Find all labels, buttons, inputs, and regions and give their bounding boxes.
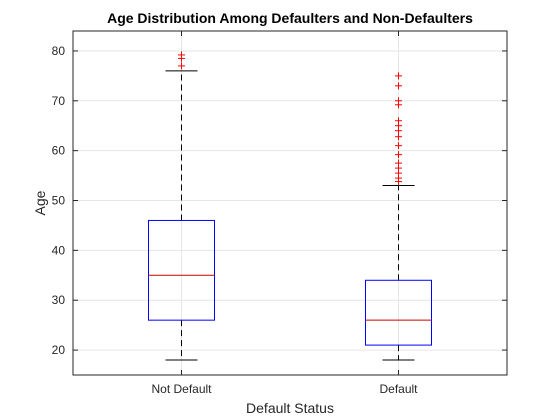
y-tick-label: 70: [52, 94, 66, 108]
y-tick-label: 30: [52, 293, 66, 307]
x-axis-label: Default Status: [246, 400, 334, 416]
iqr-box: [365, 279, 432, 346]
x-tick-label: Not Default: [151, 382, 212, 396]
outlier-marker: [395, 159, 402, 167]
plot-area: [73, 31, 507, 375]
axes-frame: [72, 30, 508, 376]
outlier-marker: [395, 151, 402, 159]
outlier-marker: [395, 142, 402, 150]
box-group-not-default: [148, 51, 215, 361]
outlier-marker: [395, 82, 402, 90]
iqr-box: [148, 219, 215, 321]
x-tick-label: Default: [379, 382, 418, 396]
outlier-marker: [178, 51, 185, 59]
outlier-marker: [178, 62, 185, 70]
y-axis-label: Age: [32, 190, 48, 215]
outlier-marker: [395, 97, 402, 105]
y-tick-label: 60: [52, 144, 66, 158]
y-tick-label: 40: [52, 243, 66, 257]
boxes-layer: [148, 51, 432, 361]
ticks-layer: 20 30 40 50 60 70 80 Not Default Default: [52, 31, 507, 396]
outlier-marker: [395, 72, 402, 80]
outlier-marker: [395, 117, 402, 125]
y-tick-label: 50: [52, 194, 66, 208]
chart-title: Age Distribution Among Defaulters and No…: [107, 10, 473, 26]
box-group-default: [365, 72, 432, 361]
outlier-marker: [395, 133, 402, 141]
y-tick-label: 20: [52, 343, 66, 357]
y-tick-label: 80: [52, 44, 66, 58]
